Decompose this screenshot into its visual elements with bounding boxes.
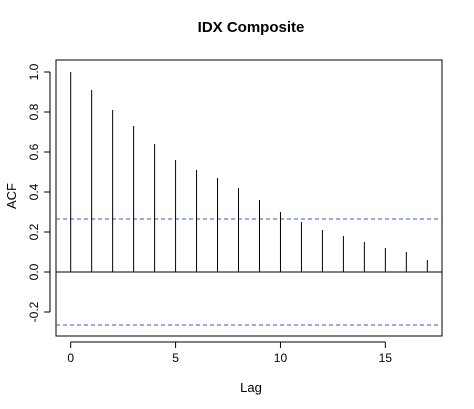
x-tick-label-10: 10	[274, 351, 288, 365]
x-axis-label: Lag	[240, 380, 262, 395]
chart-marks: 0 5 10 15 -0.2 0.0 0.2 0.4 0.6 0.8 1.0	[27, 63, 442, 365]
y-tick-label-5: 0.8	[27, 103, 41, 120]
x-tick-label-5: 5	[172, 351, 179, 365]
y-axis-label: ACF	[4, 183, 19, 209]
plot-frame	[55, 59, 443, 337]
y-tick-label-1: 0.0	[27, 263, 41, 280]
y-tick-label-4: 0.6	[27, 143, 41, 160]
y-tick-label-0: -0.2	[27, 301, 41, 322]
chart-title: IDX Composite	[198, 19, 305, 36]
y-tick-label-2: 0.2	[27, 223, 41, 240]
x-tick-label-15: 15	[379, 351, 393, 365]
y-tick-label-6: 1.0	[27, 63, 41, 80]
x-tick-label-0: 0	[67, 351, 74, 365]
y-tick-label-3: 0.4	[27, 183, 41, 200]
